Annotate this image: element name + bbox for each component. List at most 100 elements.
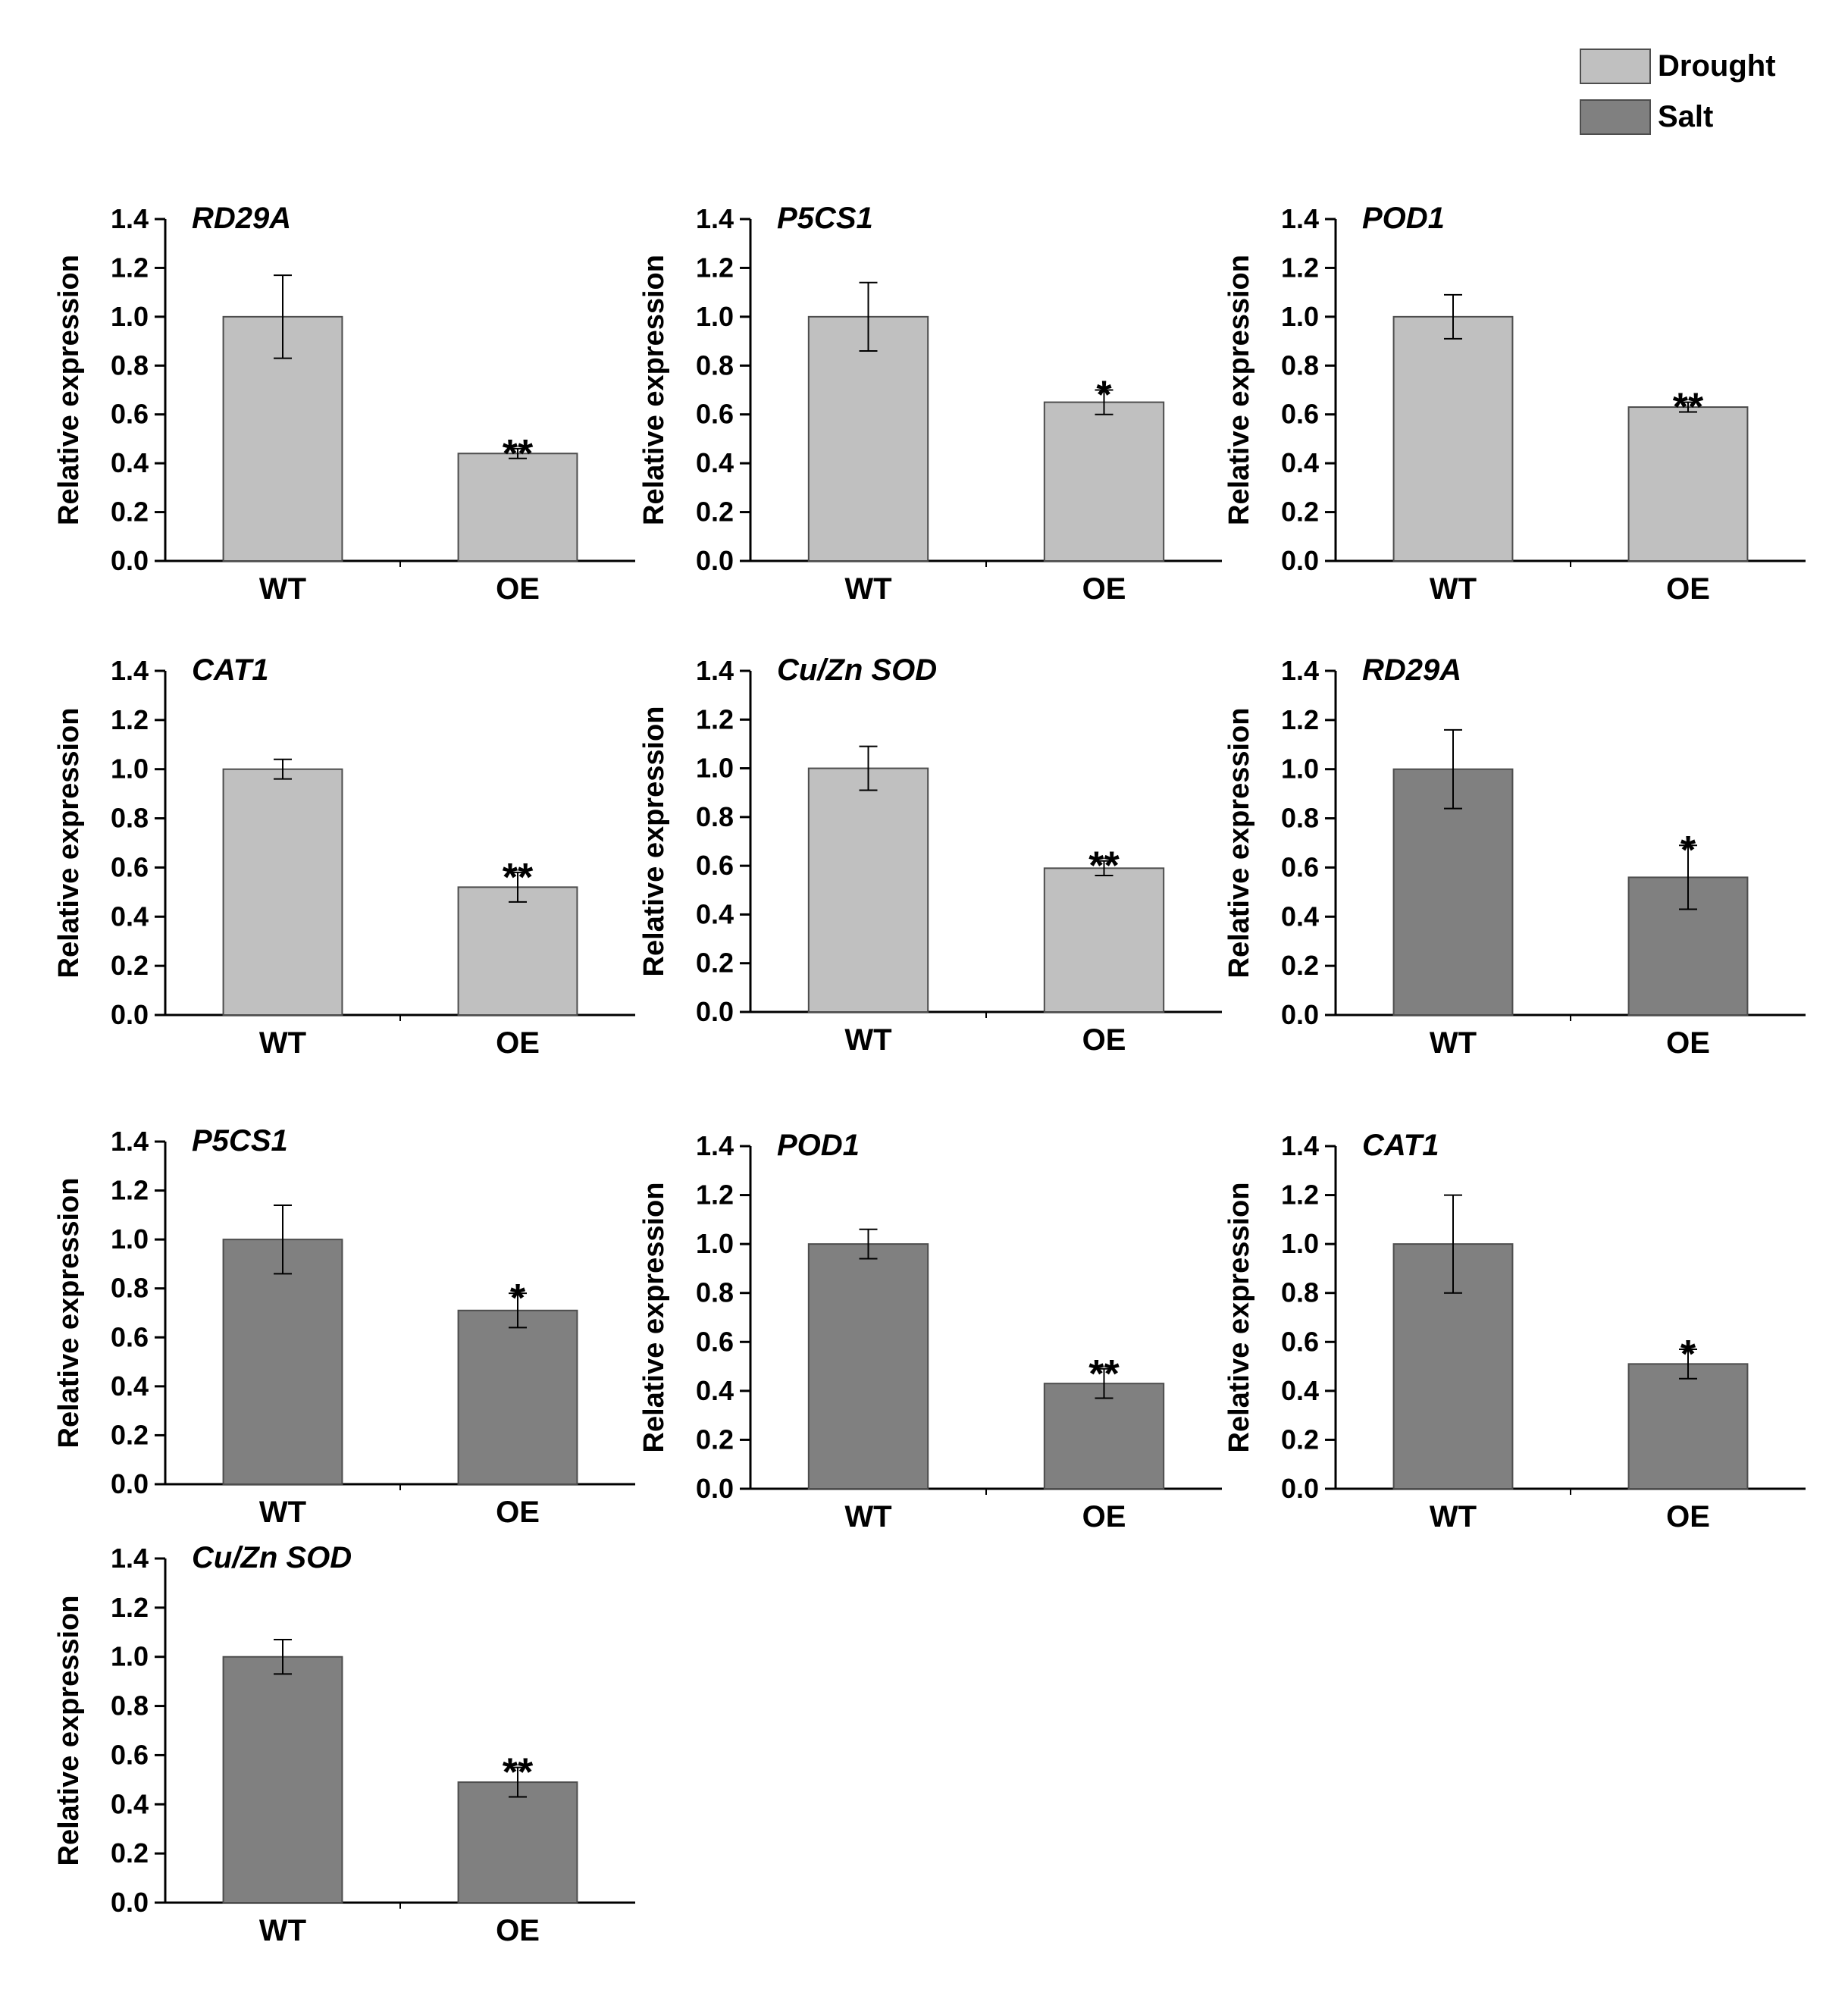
y-tick-label: 0.6 bbox=[696, 399, 734, 430]
y-tick-label: 0.2 bbox=[696, 497, 734, 528]
y-tick-label: 1.0 bbox=[696, 301, 734, 332]
x-tick-label: OE bbox=[1082, 572, 1126, 606]
x-tick-label: WT bbox=[844, 1023, 891, 1057]
y-tick-label: 0.0 bbox=[111, 1887, 149, 1918]
bar bbox=[807, 1243, 929, 1490]
y-tick-label: 1.4 bbox=[111, 203, 149, 234]
y-tick-label: 0.4 bbox=[111, 1371, 149, 1402]
y-tick-label: 0.0 bbox=[111, 999, 149, 1030]
chart-panel: 0.0 0.2 0.4 0.6 0.8 1.0 1.2 1.4 Relative express… bbox=[1223, 1129, 1806, 1533]
chart-panel: 0.0 0.2 0.4 0.6 0.8 1.0 1.2 1.4 Relative express… bbox=[1223, 653, 1806, 1060]
y-tick-label: 1.2 bbox=[696, 703, 734, 735]
bar bbox=[1627, 876, 1749, 1017]
panel-title: RD29A bbox=[1362, 653, 1461, 687]
x-tick-label: OE bbox=[496, 1496, 540, 1529]
x-tick-label: OE bbox=[496, 1026, 540, 1060]
panel-title: CAT1 bbox=[192, 653, 268, 687]
x-tick-label: WT bbox=[259, 572, 306, 606]
y-tick-label: 1.4 bbox=[111, 1543, 149, 1574]
y-tick-label: 0.8 bbox=[696, 349, 734, 381]
y-tick-label: 0.0 bbox=[1281, 1473, 1319, 1504]
x-tick-label: OE bbox=[496, 1914, 540, 1947]
y-tick-label: 0.0 bbox=[696, 545, 734, 576]
legend-swatch-drought bbox=[1580, 49, 1651, 84]
y-tick-label: 1.4 bbox=[111, 1126, 149, 1157]
y-tick-label: 1.4 bbox=[1281, 203, 1319, 234]
y-tick-label: 1.0 bbox=[1281, 753, 1319, 785]
y-tick-label: 0.6 bbox=[1281, 851, 1319, 882]
legend-swatch-salt bbox=[1580, 99, 1651, 135]
y-tick-label: 1.2 bbox=[696, 252, 734, 283]
y-tick-label: 0.8 bbox=[1281, 803, 1319, 834]
y-tick-label: 0.2 bbox=[111, 497, 149, 528]
y-axis-title: Relative expression bbox=[638, 255, 670, 525]
y-tick-label: 1.4 bbox=[1281, 1130, 1319, 1161]
panel-title: Cu/Zn SOD bbox=[777, 653, 937, 687]
y-tick-label: 0.8 bbox=[111, 1273, 149, 1304]
y-tick-label: 1.2 bbox=[1281, 704, 1319, 735]
y-tick-label: 0.6 bbox=[1281, 1326, 1319, 1357]
bar bbox=[1392, 768, 1514, 1016]
y-axis-title: Relative expression bbox=[638, 1183, 670, 1453]
bar bbox=[457, 886, 578, 1017]
panel-title: RD29A bbox=[192, 202, 291, 235]
y-tick-label: 0.6 bbox=[111, 851, 149, 882]
y-axis-title: Relative expression bbox=[638, 706, 670, 977]
y-tick-label: 0.2 bbox=[1281, 1424, 1319, 1455]
x-tick-label: OE bbox=[1666, 1026, 1710, 1060]
y-tick-label: 1.0 bbox=[111, 1223, 149, 1255]
significance-label: ** bbox=[503, 1751, 534, 1795]
bar bbox=[1043, 401, 1165, 562]
y-tick-label: 0.8 bbox=[696, 801, 734, 832]
legend-label-drought: Drought bbox=[1658, 49, 1776, 83]
significance-label: * bbox=[510, 1277, 526, 1320]
bar bbox=[807, 315, 929, 562]
bar bbox=[457, 1309, 578, 1486]
x-tick-label: WT bbox=[259, 1914, 306, 1947]
y-tick-label: 1.0 bbox=[1281, 301, 1319, 332]
y-axis-title: Relative expression bbox=[1223, 708, 1255, 979]
x-tick-label: WT bbox=[844, 1500, 891, 1533]
y-tick-label: 0.8 bbox=[1281, 349, 1319, 381]
y-axis-title: Relative expression bbox=[1223, 255, 1255, 525]
panel-title: POD1 bbox=[777, 1129, 860, 1162]
panel-title: CAT1 bbox=[1362, 1129, 1439, 1162]
y-tick-label: 1.0 bbox=[111, 753, 149, 785]
panel-title: P5CS1 bbox=[777, 202, 873, 235]
y-tick-label: 1.0 bbox=[111, 1641, 149, 1672]
x-tick-label: WT bbox=[1430, 1026, 1477, 1060]
bar bbox=[457, 453, 578, 562]
panel-title: POD1 bbox=[1362, 202, 1445, 235]
y-tick-label: 0.0 bbox=[111, 1468, 149, 1499]
x-tick-label: OE bbox=[496, 572, 540, 606]
y-tick-label: 0.4 bbox=[111, 447, 149, 478]
y-tick-label: 1.2 bbox=[696, 1179, 734, 1211]
bar bbox=[222, 768, 343, 1016]
x-tick-label: WT bbox=[844, 572, 891, 606]
y-axis-title: Relative expression bbox=[53, 708, 85, 979]
y-tick-label: 0.8 bbox=[696, 1277, 734, 1308]
y-axis-title: Relative expression bbox=[53, 1596, 85, 1866]
chart-panel: 0.0 0.2 0.4 0.6 0.8 1.0 1.2 1.4 Relative express… bbox=[53, 1124, 635, 1529]
x-tick-label: OE bbox=[1666, 1500, 1710, 1533]
significance-label: ** bbox=[503, 432, 534, 476]
y-tick-label: 0.4 bbox=[696, 898, 734, 929]
y-tick-label: 0.4 bbox=[696, 447, 734, 478]
chart-panel: 0.0 0.2 0.4 0.6 0.8 1.0 1.2 1.4 Relative express… bbox=[53, 202, 635, 606]
x-tick-label: OE bbox=[1082, 1500, 1126, 1533]
y-tick-label: 1.4 bbox=[696, 203, 734, 234]
y-tick-label: 1.0 bbox=[696, 753, 734, 784]
x-tick-label: OE bbox=[1082, 1023, 1126, 1057]
bar bbox=[1627, 406, 1749, 562]
x-tick-label: WT bbox=[1430, 572, 1477, 606]
bar bbox=[1627, 1363, 1749, 1490]
y-tick-label: 0.6 bbox=[696, 850, 734, 881]
y-tick-label: 0.6 bbox=[111, 1321, 149, 1352]
significance-label: * bbox=[1680, 1333, 1696, 1377]
y-tick-label: 1.2 bbox=[111, 1592, 149, 1623]
y-tick-label: 0.2 bbox=[111, 1419, 149, 1450]
y-tick-label: 0.4 bbox=[111, 1788, 149, 1819]
y-axis-title: Relative expression bbox=[53, 255, 85, 525]
y-tick-label: 0.4 bbox=[1281, 901, 1319, 932]
